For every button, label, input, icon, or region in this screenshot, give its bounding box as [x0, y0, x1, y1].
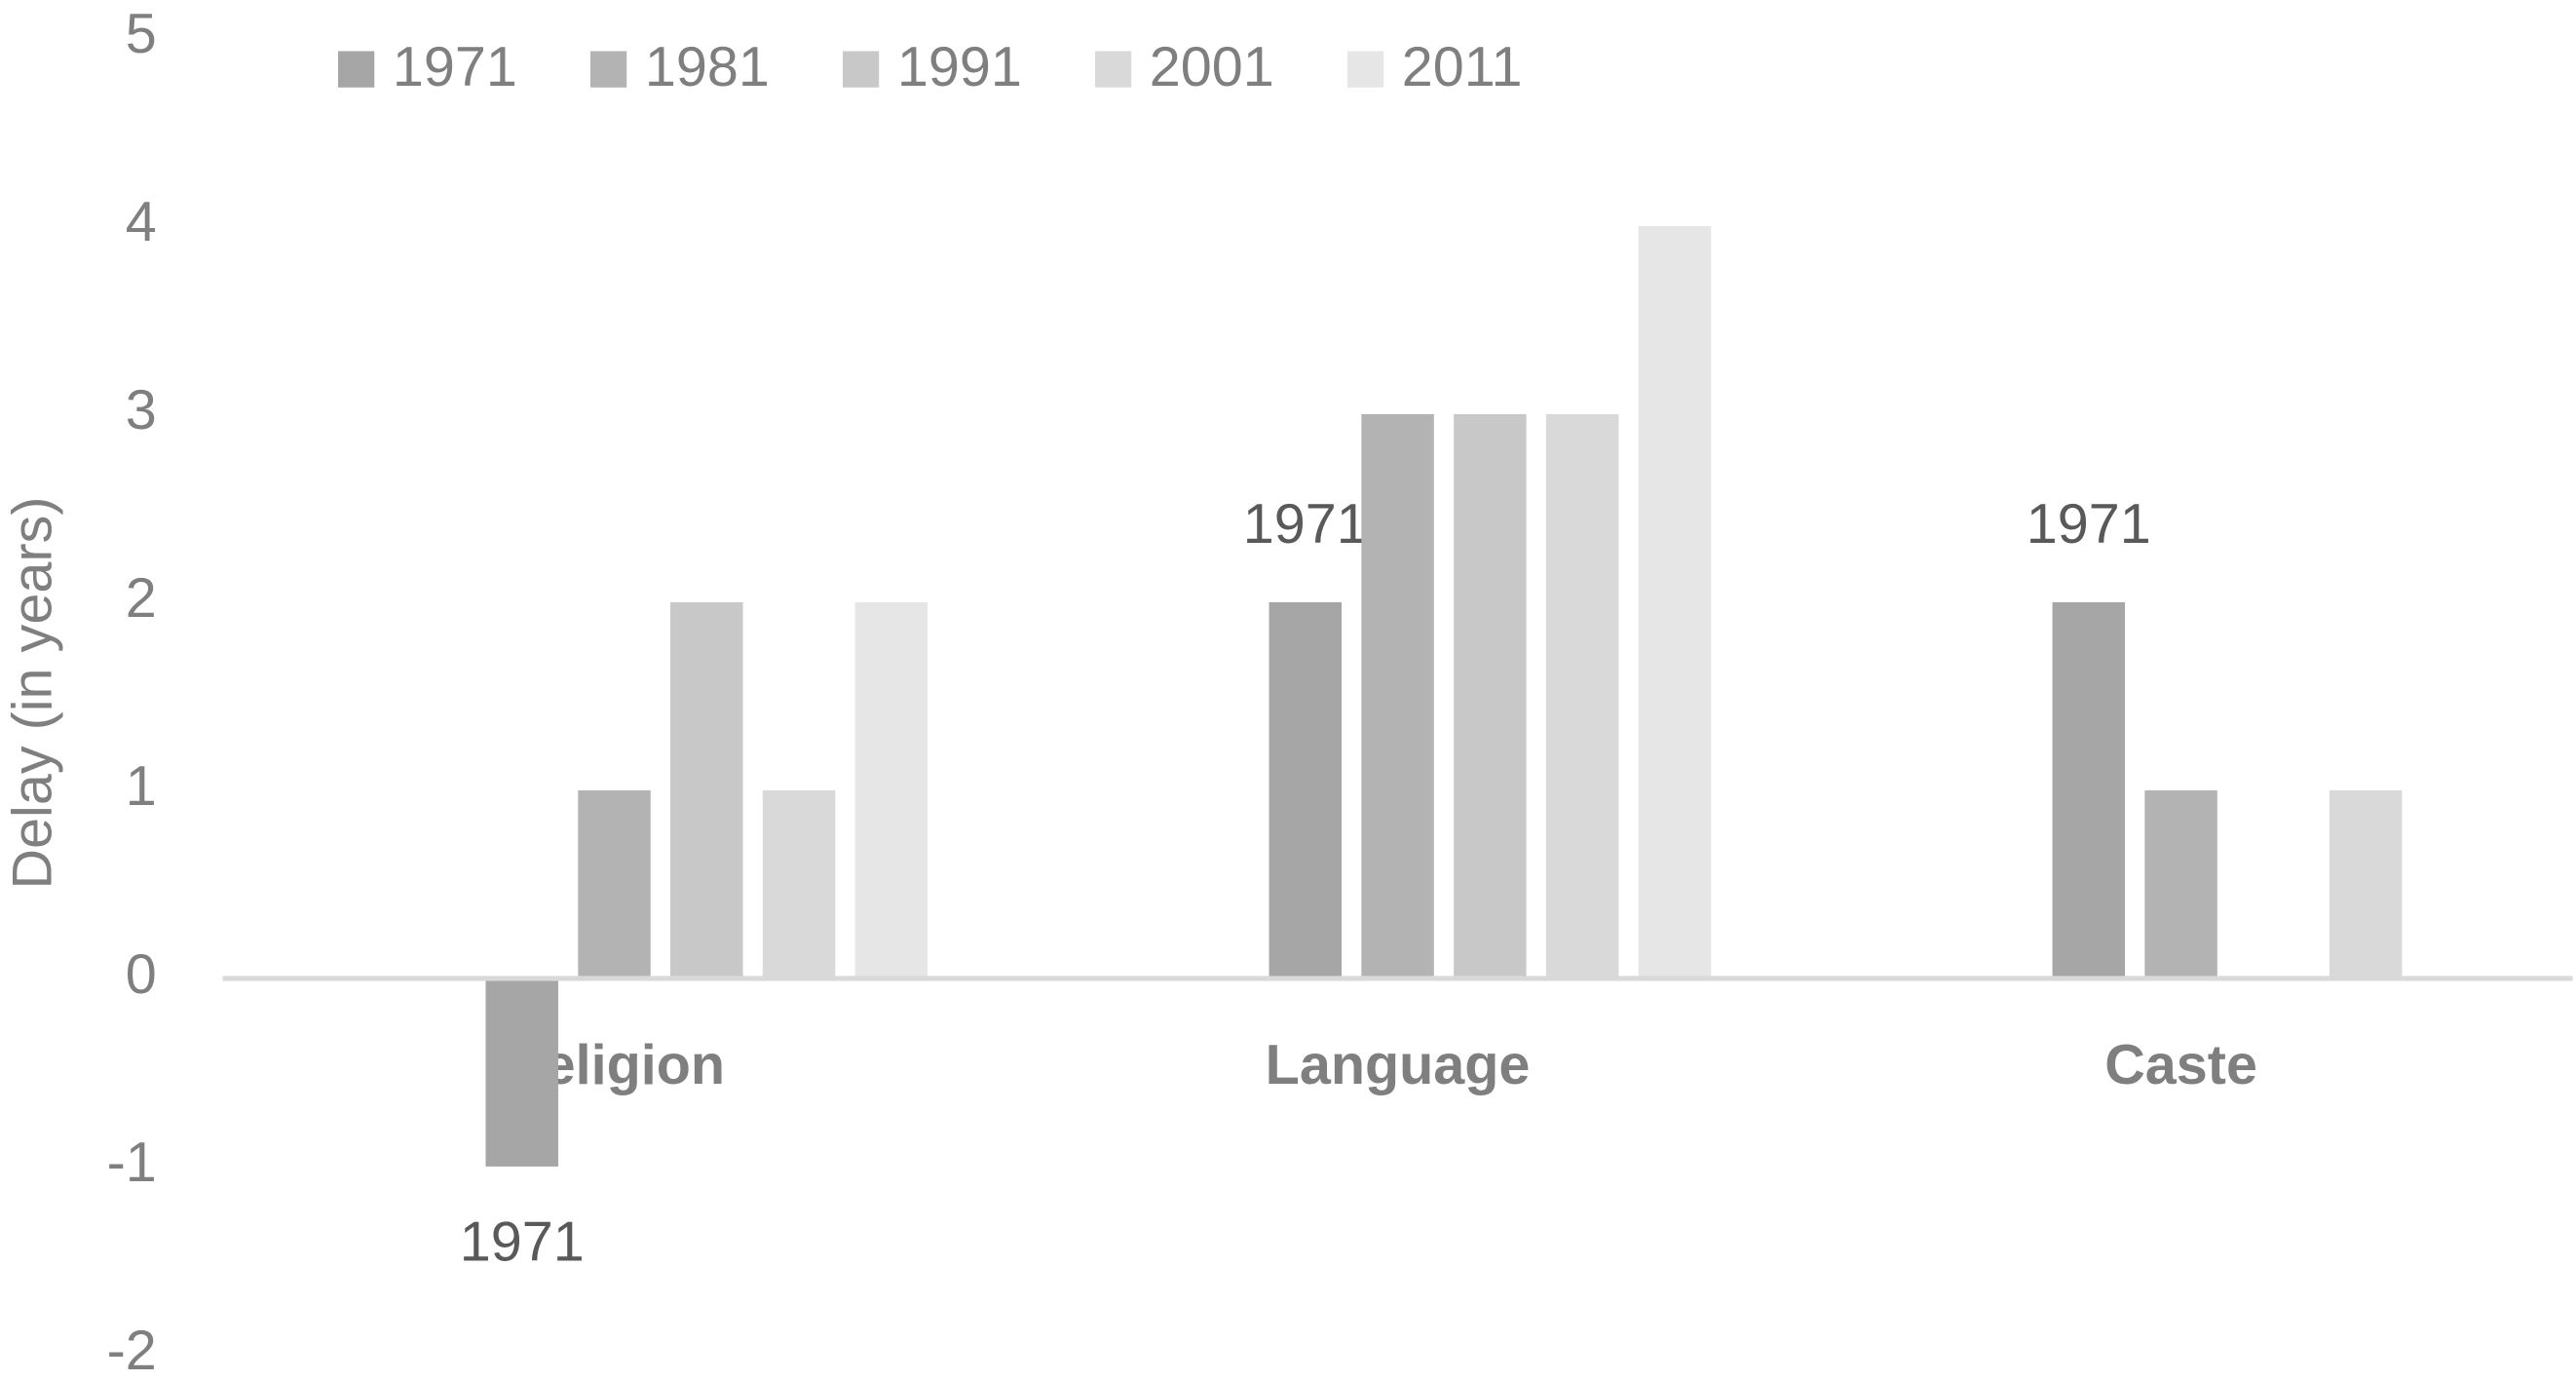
data-label: 1971: [1243, 493, 1368, 556]
data-label: 1971: [460, 1210, 585, 1273]
y-axis-title: Delay (in years): [1, 497, 63, 890]
x-tick-label: Language: [1266, 1034, 1531, 1096]
bar: [1454, 413, 1527, 978]
legend-label: 2001: [1150, 36, 1274, 98]
data-label: 1971: [2027, 493, 2151, 556]
bar: [762, 789, 836, 978]
bar: [485, 978, 558, 1167]
legend-label: 1981: [645, 36, 770, 98]
y-tick-label: -2: [107, 1320, 157, 1381]
bar: [1361, 413, 1434, 978]
legend-swatch: [589, 51, 627, 88]
legend-label: 2011: [1402, 36, 1523, 98]
bar: [1269, 601, 1343, 978]
bar: [578, 789, 651, 978]
y-tick-label: 4: [126, 191, 157, 253]
y-tick-label: 2: [126, 567, 157, 630]
bar: [854, 601, 928, 978]
bar: [670, 601, 743, 978]
legend-swatch: [1094, 51, 1132, 88]
legend-swatch: [338, 51, 375, 88]
legend-label: 1971: [393, 36, 517, 98]
legend-label: 1991: [897, 36, 1022, 98]
bar: [2329, 789, 2403, 978]
y-tick-label: 5: [126, 3, 157, 65]
y-tick-label: 3: [126, 379, 157, 441]
legend-swatch: [1346, 51, 1384, 88]
y-tick-label: 1: [126, 755, 157, 818]
legend-swatch: [842, 51, 880, 88]
bar: [1638, 225, 1712, 978]
bar: [1545, 413, 1619, 978]
x-tick-label: Caste: [2104, 1034, 2257, 1096]
bar: [2052, 601, 2126, 978]
y-tick-label: -1: [107, 1132, 157, 1194]
y-tick-label: 0: [126, 943, 157, 1006]
bar: [2144, 789, 2217, 978]
